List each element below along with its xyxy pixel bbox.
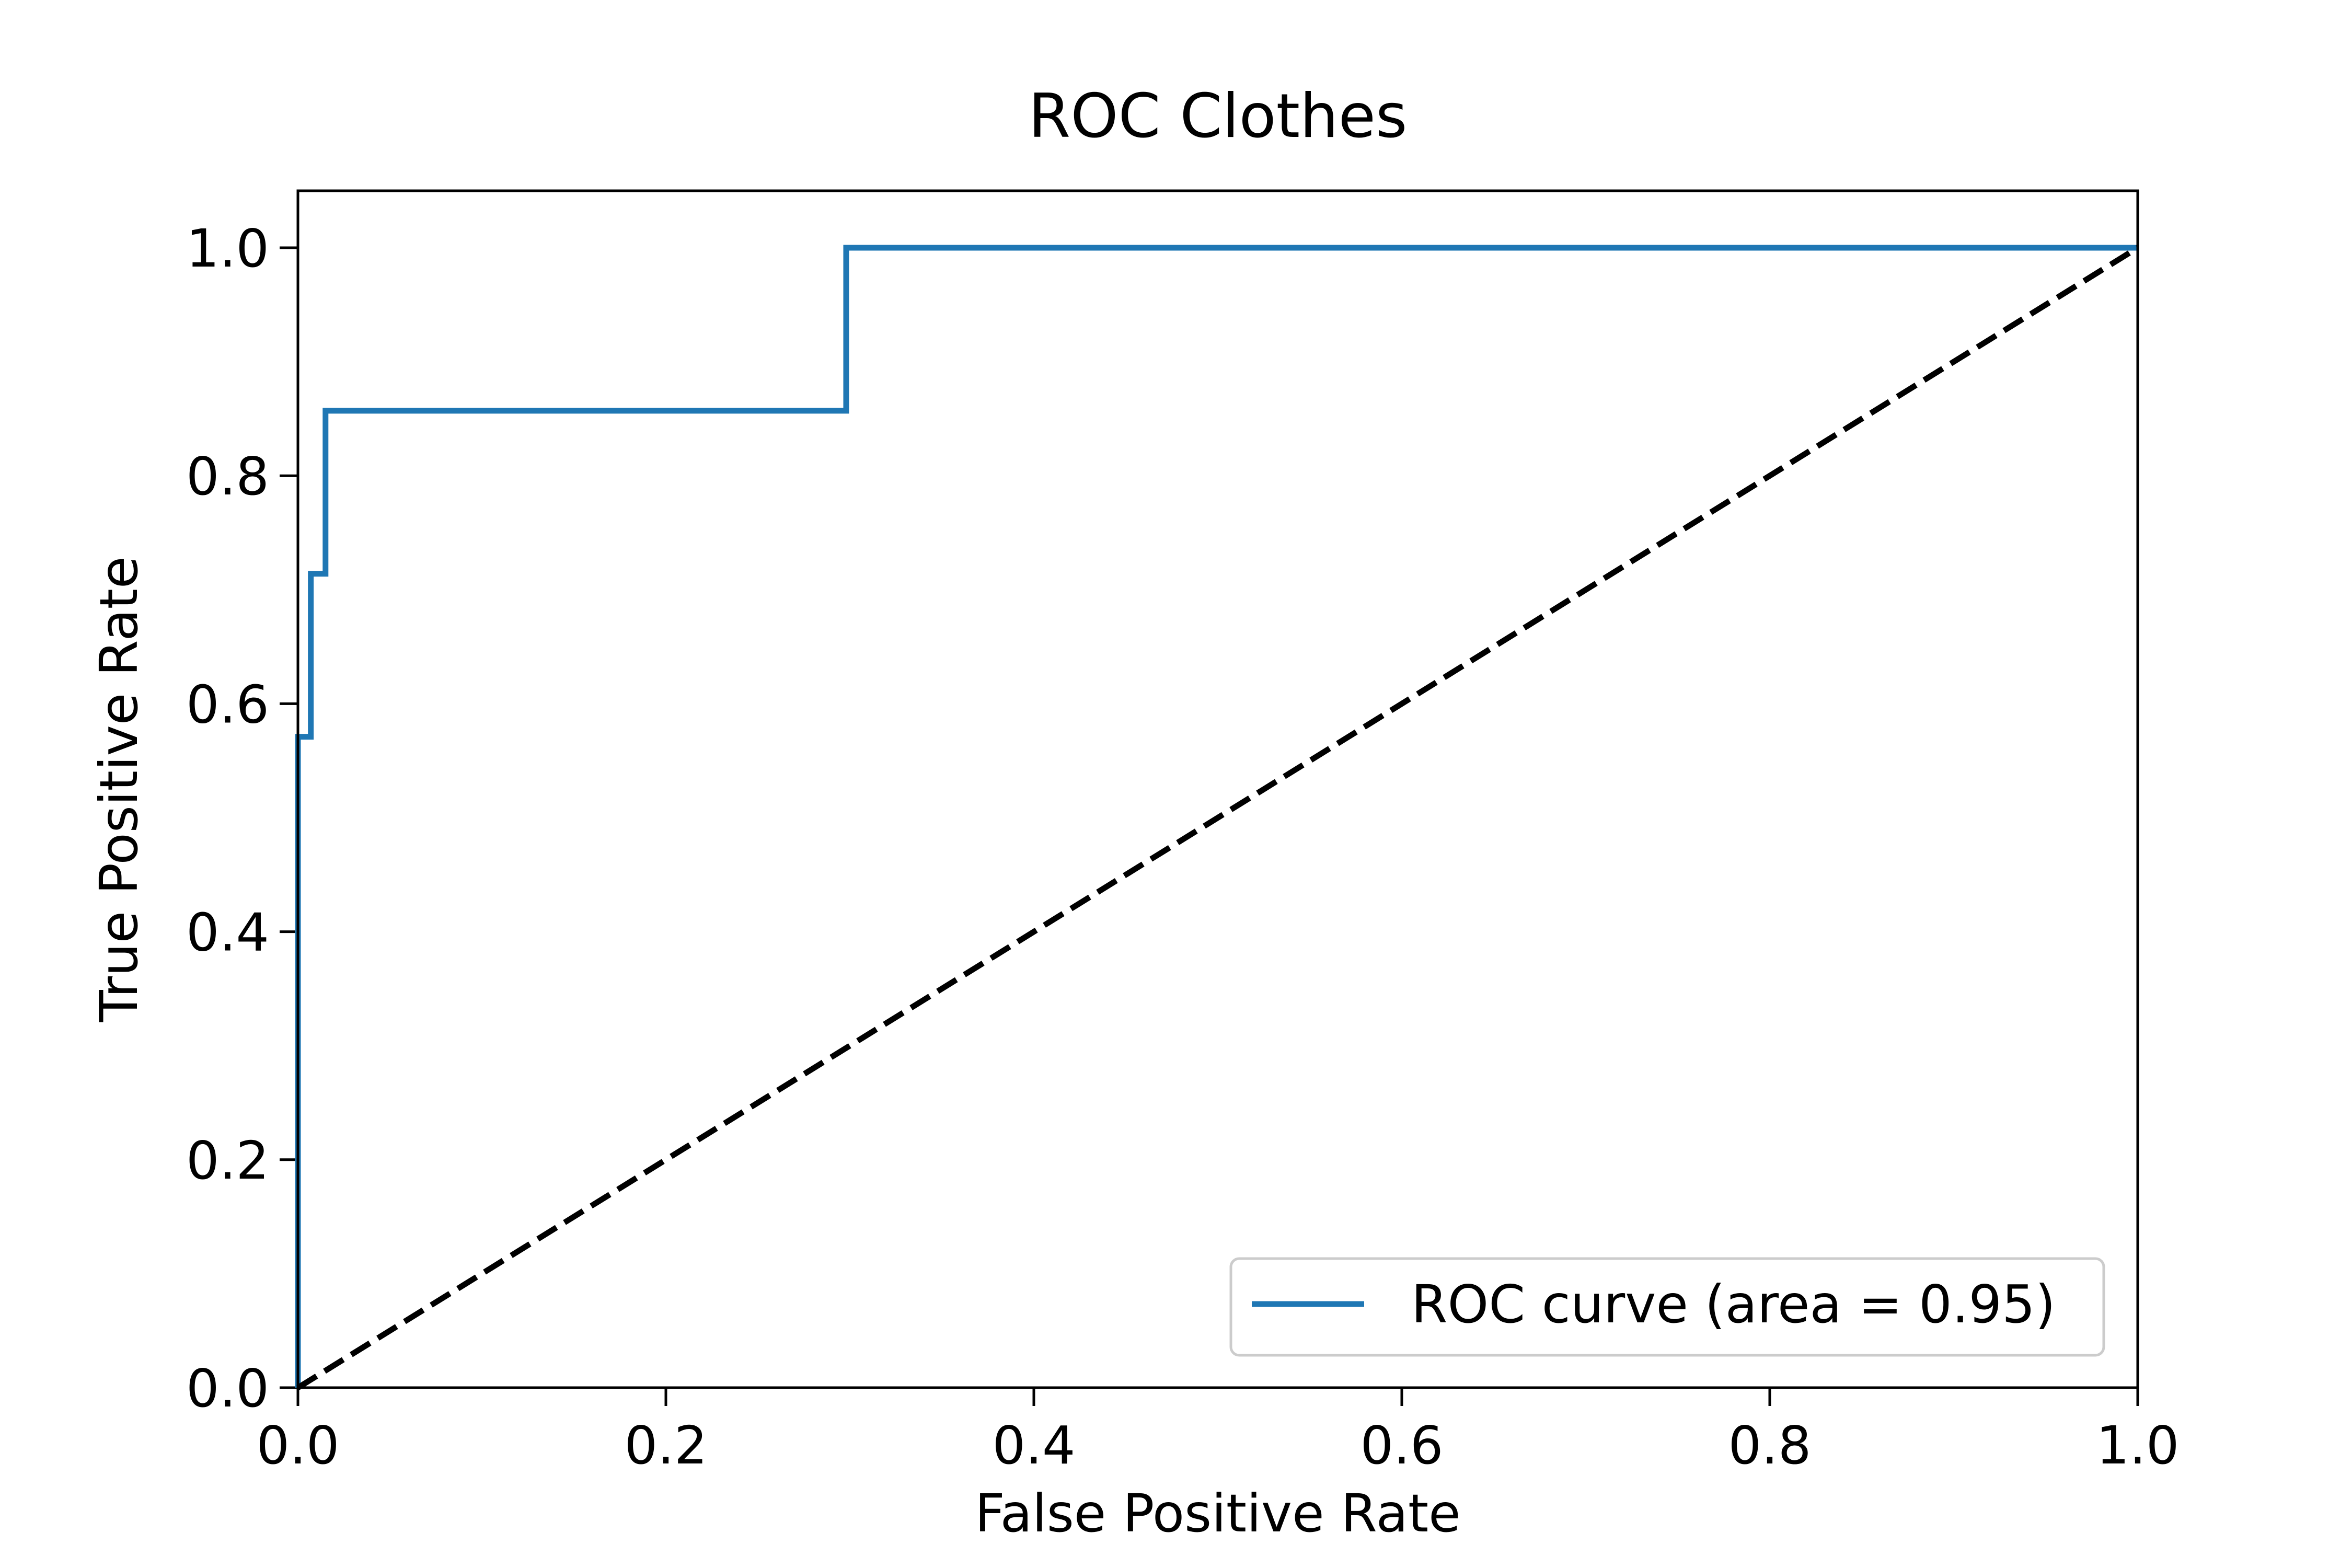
x-tick-label: 0.8 bbox=[1728, 1415, 1811, 1476]
y-tick-label: 0.0 bbox=[186, 1358, 269, 1419]
legend-label: ROC curve (area = 0.95) bbox=[1411, 1274, 2056, 1335]
chart-title: ROC Clothes bbox=[1029, 81, 1408, 152]
x-axis-label: False Positive Rate bbox=[975, 1483, 1460, 1544]
x-tick-label: 0.0 bbox=[256, 1415, 339, 1476]
y-tick-label: 0.2 bbox=[186, 1130, 269, 1191]
x-tick-label: 0.2 bbox=[624, 1415, 707, 1476]
x-tick-label: 1.0 bbox=[2096, 1415, 2179, 1476]
y-axis-label: True Positive Rate bbox=[88, 557, 149, 1023]
legend-box bbox=[1229, 1257, 2105, 1357]
x-tick-label: 0.6 bbox=[1360, 1415, 1443, 1476]
legend: ROC curve (area = 0.95) bbox=[1229, 1257, 2105, 1357]
y-tick-label: 0.6 bbox=[186, 674, 269, 735]
y-tick-label: 0.4 bbox=[186, 902, 269, 963]
plot-area: 0.0 0.2 0.4 0.6 0.8 1.0 0.0 0.2 0.4 0.6 0.8 1.0 bbox=[186, 189, 2180, 1476]
axes-frame bbox=[296, 189, 2139, 1389]
x-tick-label: 0.4 bbox=[992, 1415, 1075, 1476]
roc-curve-line bbox=[295, 245, 2138, 1388]
y-tick-label: 1.0 bbox=[186, 218, 269, 279]
y-tick-label: 0.8 bbox=[186, 446, 269, 507]
chance-diagonal-line bbox=[296, 245, 2139, 1390]
